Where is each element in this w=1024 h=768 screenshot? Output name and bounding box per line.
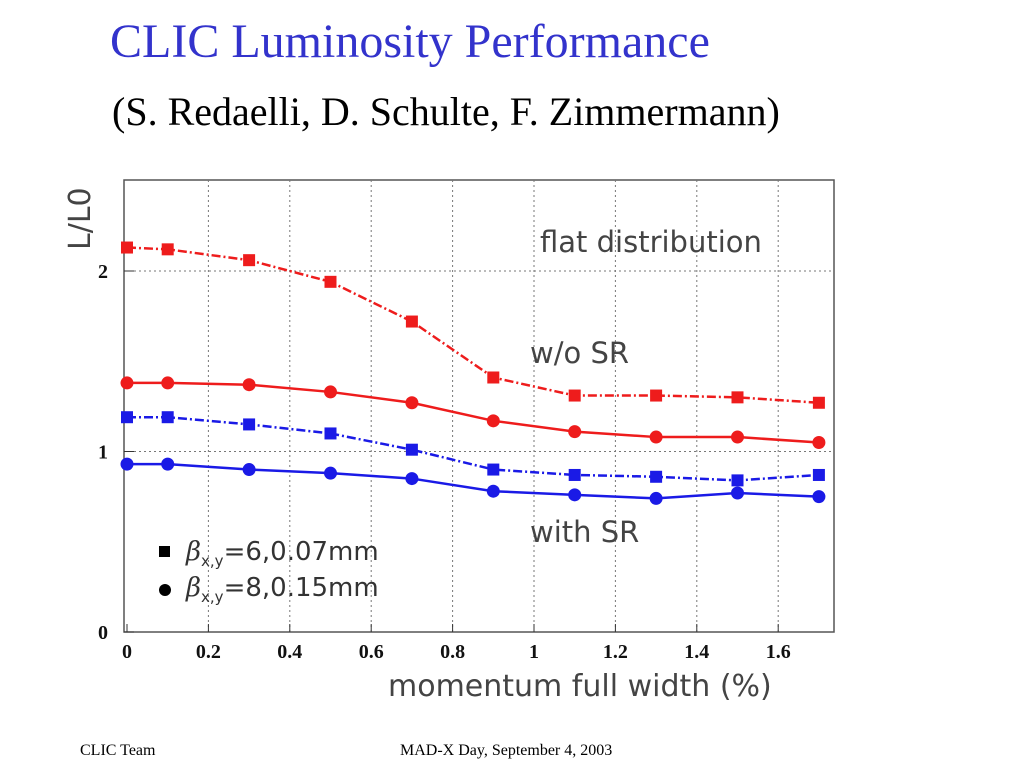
data-point-circle [568, 425, 582, 439]
data-point-circle [120, 457, 134, 471]
plot-frame [123, 179, 835, 633]
slide-title: CLIC Luminosity Performance [110, 15, 710, 68]
data-point-square [487, 371, 500, 384]
data-point-square [324, 275, 337, 288]
data-point-square [650, 470, 663, 483]
data-point-circle [812, 490, 826, 504]
data-point-circle [731, 430, 744, 444]
series-line-3 [127, 415, 819, 482]
data-point-square [650, 389, 663, 402]
data-point-square [405, 315, 418, 328]
legend-text-1: =6,0.07mm [224, 537, 379, 567]
data-point-circle [486, 484, 500, 498]
data-point-square [161, 243, 174, 256]
series-line-1 [126, 246, 819, 405]
x-tick-label: 1.6 [766, 641, 791, 663]
annotation-flat-distribution: flat distribution [540, 225, 762, 259]
data-point-circle [486, 414, 500, 428]
x-tick-label: 0.2 [196, 641, 221, 663]
y-axis-label: L/L0 [63, 187, 98, 250]
data-point-square [812, 396, 825, 409]
y-tick-label: 2 [98, 261, 108, 283]
grid [124, 180, 834, 632]
data-point-circle [649, 430, 663, 444]
legend-entry-2: βx,y=8,0.15mm [185, 573, 379, 606]
legend-beta-2: β [185, 573, 201, 603]
legend-sub-2: x,y [201, 588, 224, 606]
data-point-circle [161, 376, 175, 390]
legend: βx,y=6,0.07mm βx,y=8,0.15mm [159, 537, 379, 606]
x-tick-label: 0.4 [277, 641, 302, 663]
y-axis-ticks: 0 1 2 [98, 261, 134, 644]
x-tick-label: 0 [122, 641, 132, 663]
y-axis-label-main: L/L0 [63, 187, 98, 250]
legend-sub-1: x,y [201, 552, 224, 570]
annotation-with-sr: with SR [530, 515, 639, 549]
x-tick-label: 1.4 [684, 641, 709, 663]
annotation-wo-sr: w/o SR [530, 336, 629, 370]
x-axis-label: momentum full width (%) [388, 669, 772, 704]
footer-event: MAD-X Day, September 4, 2003 [400, 742, 613, 759]
series-line-2 [127, 381, 819, 444]
data-point-circle [120, 376, 134, 390]
series-line-4 [127, 462, 819, 500]
data-point-circle [324, 466, 337, 480]
legend-circle-marker [159, 584, 171, 596]
data-point-circle [731, 486, 744, 500]
x-tick-label: 1 [529, 641, 539, 663]
data-point-square [487, 463, 500, 476]
legend-square-marker [159, 546, 170, 557]
data-point-square [121, 411, 133, 424]
x-axis-ticks: 0 0.2 0.4 0.6 0.8 1 1.2 1.4 1.6 [122, 624, 791, 663]
legend-entry-1: βx,y=6,0.07mm [185, 537, 379, 570]
data-point-circle [242, 378, 256, 392]
series-layer [120, 241, 826, 505]
y-tick-label: 0 [98, 622, 108, 644]
data-point-square [121, 241, 133, 254]
data-point-square [568, 468, 581, 481]
footer-author: CLIC Team [80, 742, 156, 759]
data-point-circle [161, 457, 175, 471]
legend-beta-1: β [185, 537, 201, 567]
legend-text-2: =8,0.15mm [224, 573, 379, 603]
data-point-square [324, 427, 337, 440]
x-tick-label: 0.6 [359, 641, 384, 663]
data-point-square [731, 474, 744, 487]
data-point-circle [405, 396, 419, 410]
data-point-circle [405, 472, 419, 486]
slide-subtitle: (S. Redaelli, D. Schulte, F. Zimmermann) [112, 89, 780, 134]
data-point-square [243, 254, 256, 267]
data-point-circle [568, 488, 582, 502]
data-point-circle [812, 435, 826, 449]
data-point-circle [649, 491, 663, 505]
y-tick-label: 1 [98, 442, 108, 464]
data-point-circle [242, 463, 256, 477]
x-tick-label: 1.2 [603, 641, 628, 663]
data-point-square [568, 389, 581, 402]
data-point-square [405, 443, 418, 456]
x-tick-label: 0.8 [440, 641, 465, 663]
data-point-square [243, 418, 256, 431]
data-point-square [812, 468, 825, 481]
data-point-square [161, 411, 174, 424]
data-point-circle [324, 385, 337, 399]
data-point-square [731, 391, 744, 404]
